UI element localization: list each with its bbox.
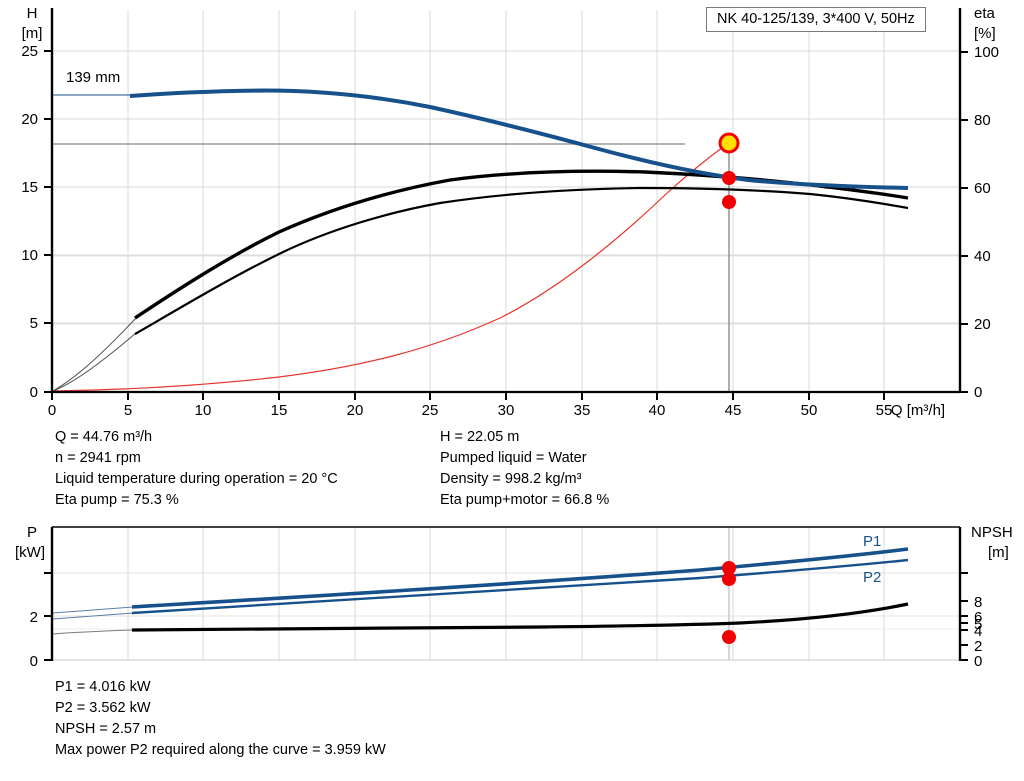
npsh-curve-bottom [131,602,909,632]
top-right-ticks [960,51,968,393]
duty-info-left: Q = 44.76 m³/h n = 2941 rpm Liquid tempe… [55,427,338,511]
info-eta-pump-motor: Eta pump+motor = 66.8 % [440,492,610,508]
p-axis-unit: [kW] [15,544,45,561]
h-axis-title: H [27,5,38,22]
info-max-power: Max power P2 required along the curve = … [55,742,386,758]
duty-info-right: H = 22.05 m Pumped liquid = Water Densit… [440,427,609,511]
info-density: Density = 998.2 kg/m³ [440,471,582,487]
q-tick-50: 50 [801,402,818,419]
eta-pump-motor-curve-thin [52,332,137,392]
q-tick-35: 35 [574,402,591,419]
pump-model-title-box: NK 40-125/139, 3*400 V, 50Hz [706,7,926,32]
q-tick-15: 15 [271,402,288,419]
bottom-right-ticks [960,572,968,661]
p2-curve [131,558,909,615]
npsh-tick-5: 5 [974,616,982,633]
impeller-diameter-label: 139 mm [66,69,120,86]
npsh-curve-bottom-thin [52,629,134,635]
eta-tick-100: 100 [974,44,999,61]
duty-point-marker-npsh [722,630,736,644]
info-temp: Liquid temperature during operation = 20… [55,471,338,487]
npsh-tick-0: 0 [974,653,982,670]
info-q: Q = 44.76 m³/h [55,429,153,445]
p1-curve [131,547,909,609]
npsh-tick-6: 6 [974,609,982,626]
info-eta-pump: Eta pump = 75.3 % [55,492,179,508]
q-tick-40: 40 [649,402,666,419]
q-tick-0: 0 [48,402,56,419]
eta-tick-0: 0 [974,384,982,401]
eta-pump-motor-curve [134,186,909,335]
eta-axis-unit: [%] [974,25,996,42]
info-npsh: NPSH = 2.57 m [55,721,157,737]
q-tick-45: 45 [725,402,742,419]
duty-point-marker-eta-pump-motor [722,195,736,209]
npsh-axis-unit: [m] [988,544,1009,561]
power-info-block: P1 = 4.016 kW P2 = 3.562 kW NPSH = 2.57 … [55,677,386,761]
q-tick-30: 30 [498,402,515,419]
eta-pump-curve-thin [52,317,137,392]
h-axis-unit: [m] [22,25,43,42]
top-chart-grid [52,10,960,392]
info-h: H = 22.05 m [440,429,520,445]
duty-point-marker-p2 [722,572,736,586]
h-tick-10: 10 [21,247,38,264]
top-left-ticks [44,50,52,393]
info-n: n = 2941 rpm [55,450,141,466]
duty-point-marker-head [718,132,740,154]
bottom-left-ticks [44,572,52,661]
duty-point-marker-eta-pump [722,171,736,185]
p-tick-2: 2 [30,609,38,626]
p1-curve-label: P1 [863,533,881,550]
npsh-tick-8: 8 [974,594,982,611]
npsh-tick-4: 4 [974,623,982,640]
h-tick-20: 20 [21,111,38,128]
head-curve-main [129,88,909,190]
q-tick-10: 10 [195,402,212,419]
q-tick-20: 20 [347,402,364,419]
eta-tick-40: 40 [974,248,991,265]
q-tick-25: 25 [422,402,439,419]
eta-axis-title: eta [974,5,996,22]
p2-curve-thin [52,612,134,620]
info-p1: P1 = 4.016 kW [55,679,151,695]
q-tick-5: 5 [124,402,132,419]
eta-tick-60: 60 [974,180,991,197]
info-p2: P2 = 3.562 kW [55,700,151,716]
q-tick-55: 55 [876,402,893,419]
h-tick-5: 5 [30,315,38,332]
eta-tick-20: 20 [974,316,991,333]
npsh-axis-title: NPSH [971,524,1013,541]
top-x-ticks [51,392,885,400]
p1-curve-thin [52,606,134,614]
pump-model-title: NK 40-125/139, 3*400 V, 50Hz [717,11,915,27]
h-tick-25: 25 [21,43,38,60]
info-liquid: Pumped liquid = Water [440,450,587,466]
npsh-curve-top [52,143,728,392]
p2-curve-label: P2 [863,569,881,586]
q-axis-label: Q [m³/h] [891,402,945,419]
duty-point-marker-p1 [722,561,736,575]
p-axis-title: P [27,524,37,541]
npsh-tick-2: 2 [974,638,982,655]
p-tick-0: 0 [30,653,38,670]
h-tick-0: 0 [30,384,38,401]
bottom-chart-grid [52,528,960,661]
eta-tick-80: 80 [974,112,991,129]
h-tick-15: 15 [21,179,38,196]
